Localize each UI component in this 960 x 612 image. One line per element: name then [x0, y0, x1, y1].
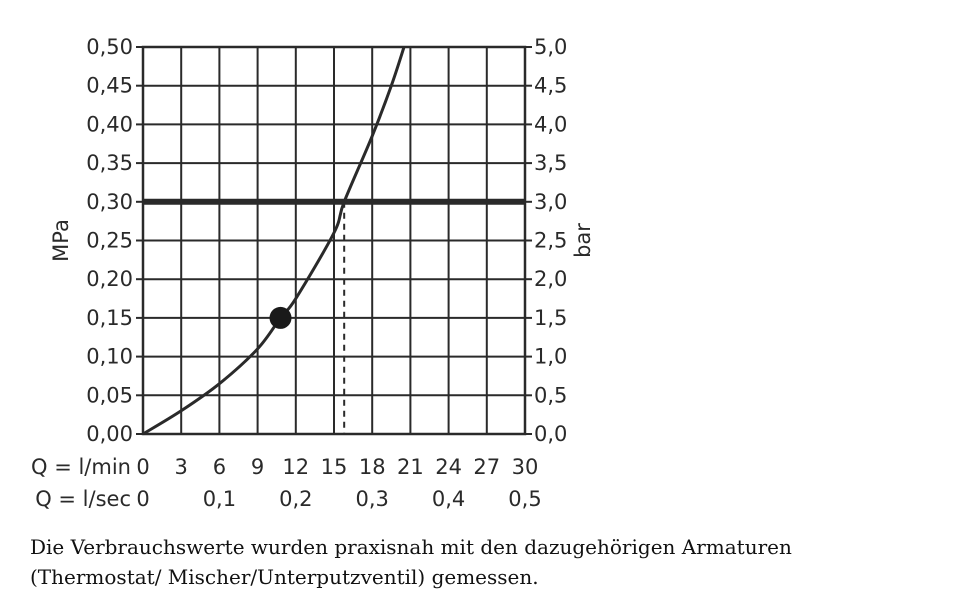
x-primary-tick-label: 3 — [175, 455, 188, 479]
x-secondary-tick-label: 0,3 — [355, 487, 388, 511]
y-left-tick-label: 0,45 — [86, 74, 133, 98]
y-right-tick-label: 3,5 — [534, 151, 567, 175]
x-primary-tick-label: 12 — [282, 455, 309, 479]
y-left-tick-label: 0,35 — [86, 151, 133, 175]
y-left-axis-label: MPa — [49, 219, 73, 262]
y-right-tick-label: 4,0 — [534, 112, 567, 136]
y-left-tick-label: 0,10 — [86, 345, 133, 369]
x-primary-tick-label: 6 — [213, 455, 226, 479]
chart-caption: Die Verbrauchswerte wurden praxisnah mit… — [30, 535, 792, 589]
operating-point-marker — [269, 306, 292, 329]
y-right-tick-label: 1,0 — [534, 345, 567, 369]
x-secondary-tick-label: 0,5 — [508, 487, 541, 511]
x-primary-tick-label: 15 — [321, 455, 348, 479]
x-primary-axis-label: Q = l/min — [31, 455, 131, 479]
x-secondary-tick-label: 0 — [136, 487, 149, 511]
x-primary-tick-label: 27 — [473, 455, 500, 479]
y-left-tick-label: 0,00 — [86, 422, 133, 446]
x-secondary-tick-label: 0,1 — [203, 487, 236, 511]
y-right-tick-label: 0,0 — [534, 422, 567, 446]
y-right-tick-label: 2,0 — [534, 267, 567, 291]
x-primary-tick-label: 30 — [512, 455, 539, 479]
y-right-tick-label: 4,5 — [534, 74, 567, 98]
x-primary-tick-label: 9 — [251, 455, 264, 479]
y-right-tick-label: 5,0 — [534, 35, 567, 59]
x-primary-tick-label: 18 — [359, 455, 386, 479]
y-left-tick-label: 0,30 — [86, 190, 133, 214]
y-left-tick-label: 0,20 — [86, 267, 133, 291]
y-left-tick-label: 0,25 — [86, 229, 133, 253]
x-primary-tick-label: 24 — [435, 455, 462, 479]
y-right-tick-label: 0,5 — [534, 383, 567, 407]
y-right-tick-label: 3,0 — [534, 190, 567, 214]
x-secondary-tick-label: 0,2 — [279, 487, 312, 511]
y-left-tick-label: 0,40 — [86, 112, 133, 136]
y-right-tick-label: 1,5 — [534, 306, 567, 330]
y-right-axis-label: bar — [571, 223, 595, 258]
y-right-tick-label: 2,5 — [534, 229, 567, 253]
y-left-tick-label: 0,50 — [86, 35, 133, 59]
x-primary-tick-label: 0 — [136, 455, 149, 479]
y-left-tick-label: 0,15 — [86, 306, 133, 330]
y-left-tick-label: 0,05 — [86, 383, 133, 407]
x-primary-tick-label: 21 — [397, 455, 424, 479]
pressure-flow-chart: 0,000,050,100,150,200,250,300,350,400,45… — [31, 35, 595, 511]
pressure-flow-curve — [142, 46, 406, 436]
x-secondary-axis-label: Q = l/sec — [35, 487, 131, 511]
x-secondary-tick-label: 0,4 — [432, 487, 465, 511]
